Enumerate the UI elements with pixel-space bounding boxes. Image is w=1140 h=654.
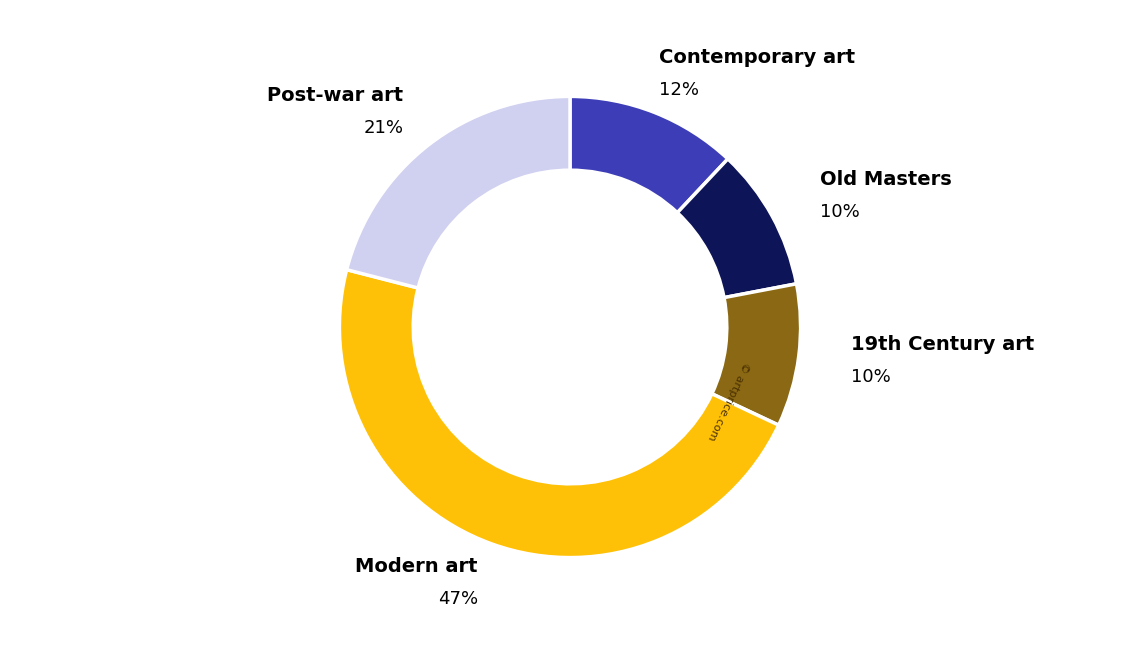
Wedge shape	[677, 159, 797, 298]
Text: 19th Century art: 19th Century art	[852, 336, 1035, 354]
Wedge shape	[711, 284, 800, 425]
Text: 21%: 21%	[364, 119, 404, 137]
Text: 10%: 10%	[852, 368, 891, 387]
Wedge shape	[347, 96, 570, 288]
Text: Post-war art: Post-war art	[267, 86, 404, 105]
Text: Contemporary art: Contemporary art	[659, 48, 855, 67]
Wedge shape	[570, 96, 727, 213]
Text: Old Masters: Old Masters	[820, 170, 952, 189]
Text: 12%: 12%	[659, 81, 699, 99]
Wedge shape	[340, 269, 779, 558]
Text: 47%: 47%	[438, 590, 478, 608]
Text: © artprice.com: © artprice.com	[707, 360, 751, 442]
Text: Modern art: Modern art	[356, 557, 478, 576]
Text: 10%: 10%	[820, 203, 860, 221]
